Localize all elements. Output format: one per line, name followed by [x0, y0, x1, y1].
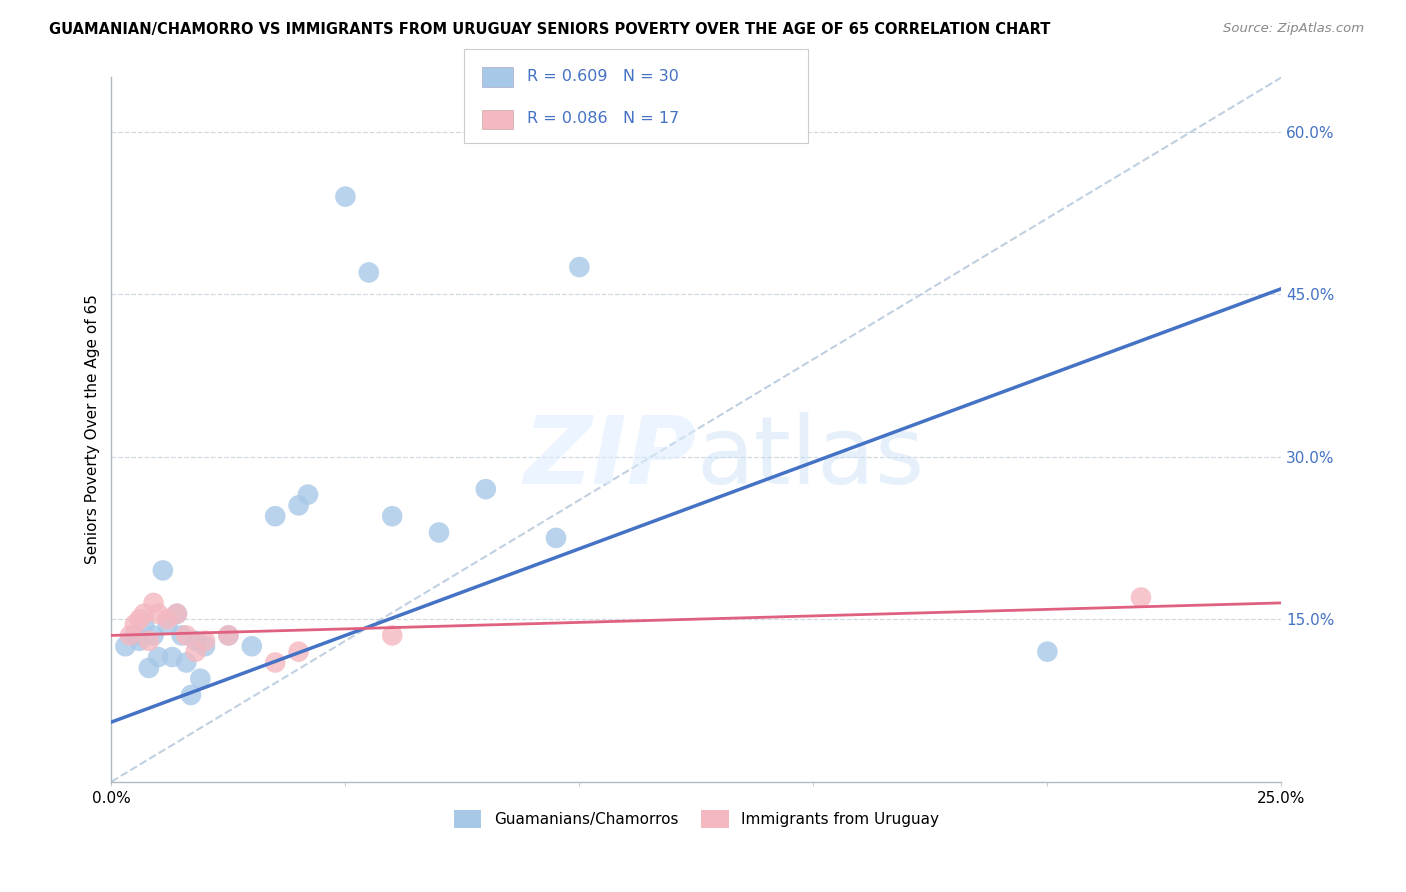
Point — [166, 607, 188, 621]
Point — [264, 509, 287, 524]
Point — [128, 633, 150, 648]
Point — [138, 661, 160, 675]
Point — [357, 265, 380, 279]
Point — [156, 612, 179, 626]
Point — [124, 617, 146, 632]
Text: atlas: atlas — [696, 412, 925, 504]
Point — [1036, 645, 1059, 659]
Point — [381, 628, 404, 642]
Point — [152, 563, 174, 577]
Point — [156, 617, 179, 632]
Point — [180, 688, 202, 702]
Point — [287, 499, 309, 513]
Point — [142, 628, 165, 642]
Point — [217, 628, 239, 642]
Point — [544, 531, 567, 545]
Point — [134, 607, 156, 621]
Legend: Guamanians/Chamorros, Immigrants from Uruguay: Guamanians/Chamorros, Immigrants from Ur… — [449, 804, 945, 834]
Point — [138, 633, 160, 648]
Text: Source: ZipAtlas.com: Source: ZipAtlas.com — [1223, 22, 1364, 36]
Point — [568, 260, 591, 274]
Point — [170, 628, 193, 642]
Point — [124, 628, 146, 642]
Point — [264, 656, 287, 670]
Point — [194, 633, 217, 648]
Point — [335, 189, 357, 203]
Point — [148, 650, 170, 665]
Point — [128, 612, 150, 626]
Point — [174, 628, 197, 642]
Point — [184, 645, 207, 659]
Point — [194, 639, 217, 653]
Point — [174, 656, 197, 670]
Point — [217, 628, 239, 642]
Point — [427, 525, 450, 540]
Point — [120, 628, 142, 642]
Y-axis label: Seniors Poverty Over the Age of 65: Seniors Poverty Over the Age of 65 — [86, 294, 100, 565]
Point — [297, 487, 319, 501]
Point — [184, 633, 207, 648]
Point — [134, 617, 156, 632]
Point — [287, 645, 309, 659]
Point — [240, 639, 263, 653]
Point — [475, 482, 498, 496]
Text: ZIP: ZIP — [523, 412, 696, 504]
Text: R = 0.086   N = 17: R = 0.086 N = 17 — [527, 112, 679, 126]
Text: GUAMANIAN/CHAMORRO VS IMMIGRANTS FROM URUGUAY SENIORS POVERTY OVER THE AGE OF 65: GUAMANIAN/CHAMORRO VS IMMIGRANTS FROM UR… — [49, 22, 1050, 37]
Point — [148, 607, 170, 621]
Point — [381, 509, 404, 524]
Point — [114, 639, 136, 653]
Point — [166, 607, 188, 621]
Point — [188, 672, 211, 686]
Point — [1130, 591, 1153, 605]
Text: R = 0.609   N = 30: R = 0.609 N = 30 — [527, 69, 679, 84]
Point — [162, 650, 184, 665]
Point — [142, 596, 165, 610]
